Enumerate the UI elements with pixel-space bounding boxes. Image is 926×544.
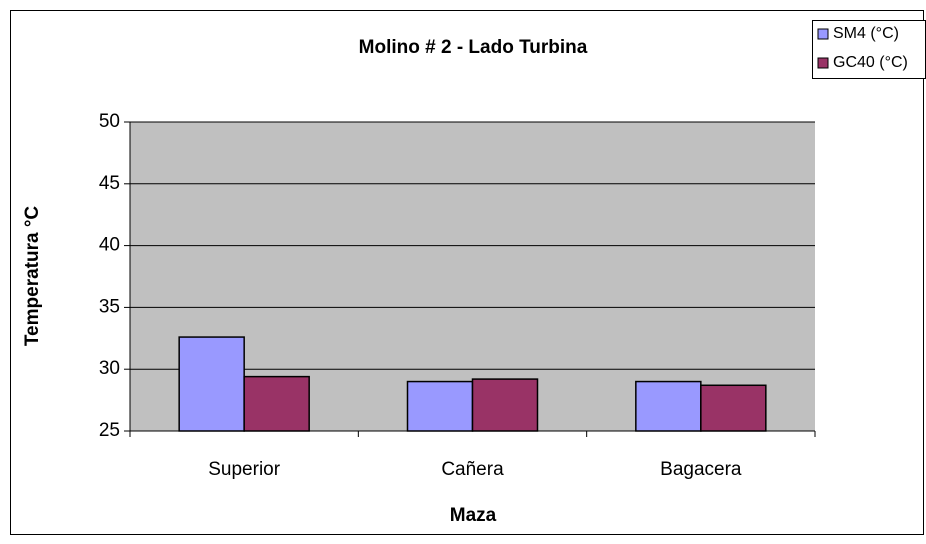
bar	[635, 380, 702, 432]
bar	[178, 336, 245, 432]
x-tick-label: Bagacera	[660, 459, 742, 480]
legend-swatch	[817, 57, 829, 69]
y-tick-label: 25	[99, 420, 120, 441]
y-tick-label: 35	[99, 296, 120, 317]
y-tick-label: 30	[99, 358, 120, 379]
legend-label: SM4 (°C)	[833, 25, 899, 42]
x-axis-label: Maza	[450, 505, 497, 526]
bar	[700, 384, 767, 432]
y-axis-label: Temperatura °C	[22, 206, 43, 347]
x-tick-label: Cañera	[441, 459, 504, 480]
bar	[406, 380, 474, 432]
chart-title: Molino # 2 - Lado Turbina	[359, 37, 588, 58]
x-tick-label: Superior	[208, 459, 280, 480]
y-tick-label: 40	[99, 235, 120, 256]
y-tick-label: 50	[99, 111, 120, 132]
legend-swatch	[817, 28, 829, 40]
bar	[471, 378, 539, 432]
bar	[243, 375, 310, 432]
y-tick-label: 45	[99, 173, 120, 194]
legend-label: GC40 (°C)	[833, 54, 908, 71]
